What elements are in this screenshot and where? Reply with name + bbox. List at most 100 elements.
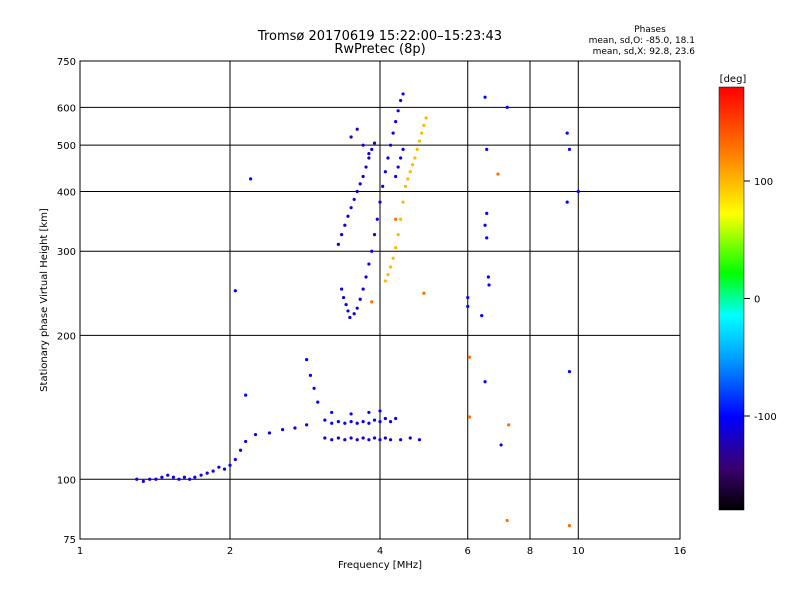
series-group: [233, 95, 580, 447]
data-point: [401, 92, 405, 96]
colorbar-tick-label: 100: [754, 177, 773, 188]
data-point: [358, 182, 362, 186]
data-point: [182, 475, 186, 479]
y-tick-label: 75: [63, 535, 76, 546]
data-point: [388, 438, 393, 442]
x-tick-label: 8: [527, 546, 533, 557]
data-point: [238, 448, 243, 452]
data-point: [166, 473, 170, 477]
data-point: [305, 423, 309, 427]
data-point: [330, 438, 334, 442]
data-point: [406, 177, 410, 181]
data-point: [343, 223, 347, 227]
data-point: [352, 197, 356, 202]
data-point: [394, 217, 398, 221]
x-tick-label: 10: [572, 546, 585, 557]
data-point: [344, 302, 348, 307]
data-point: [507, 423, 511, 427]
data-point: [336, 242, 340, 247]
data-point: [211, 469, 215, 473]
data-point: [249, 177, 253, 181]
data-point: [565, 200, 569, 204]
data-point: [485, 147, 489, 151]
data-point: [352, 312, 356, 316]
data-point: [483, 223, 487, 227]
data-point: [466, 304, 470, 308]
data-point: [383, 416, 387, 421]
data-point: [386, 156, 390, 160]
series-group: [135, 423, 309, 483]
data-point: [420, 131, 424, 135]
series-group: [336, 127, 377, 247]
data-point: [383, 279, 387, 283]
phases-x-stats: mean, sd,X: 92.8, 23.6: [593, 47, 696, 57]
data-point: [410, 163, 415, 167]
data-point: [372, 141, 377, 145]
data-point: [372, 436, 377, 440]
data-point: [424, 116, 428, 120]
data-point: [567, 147, 572, 151]
data-point: [355, 421, 359, 425]
data-point: [372, 418, 377, 422]
data-point: [141, 479, 145, 483]
data-point: [280, 428, 285, 432]
data-point: [487, 283, 491, 287]
x-tick-label: 1: [77, 546, 83, 557]
data-point: [358, 297, 362, 301]
data-point: [417, 139, 422, 143]
data-point: [217, 465, 221, 469]
data-point: [293, 426, 297, 430]
data-point: [483, 95, 487, 99]
data-point: [394, 246, 398, 250]
series-group: [383, 116, 428, 283]
x-tick-label: 2: [227, 546, 233, 557]
data-point: [394, 120, 398, 124]
data-point: [361, 143, 365, 147]
data-point: [485, 236, 489, 240]
data-point: [413, 156, 417, 160]
data-point: [305, 357, 309, 362]
data-point: [355, 438, 359, 442]
series-group: [370, 172, 572, 528]
y-tick-label: 500: [57, 141, 76, 152]
x-tick-label: 6: [465, 546, 471, 557]
colorbar-ticks: 100 0 -100: [744, 177, 777, 423]
data-point: [343, 438, 347, 442]
data-point: [205, 471, 209, 475]
data-point: [396, 232, 400, 237]
data-point: [154, 477, 158, 481]
x-axis: 1 2 4 6 8 10 16: [77, 546, 687, 557]
data-point: [312, 386, 316, 390]
data-point: [403, 184, 408, 188]
data-point: [466, 295, 470, 300]
data-point: [505, 518, 509, 523]
chart-title: Tromsø 20170619 15:22:00–15:23:43: [257, 29, 502, 44]
data-point: [323, 418, 327, 422]
data-point: [378, 409, 382, 413]
data-point: [355, 306, 359, 310]
data-point: [348, 315, 352, 320]
data-point: [467, 415, 472, 419]
data-point: [370, 147, 374, 151]
data-point: [378, 438, 382, 442]
data-point: [485, 211, 489, 215]
data-point: [355, 127, 359, 131]
data-point: [346, 309, 350, 313]
data-point: [565, 131, 569, 135]
data-point: [422, 291, 426, 295]
data-point: [349, 420, 353, 424]
data-point: [394, 174, 398, 179]
x-axis-label: Frequency [MHz]: [338, 560, 422, 571]
data-point: [316, 400, 320, 404]
data-point: [496, 172, 500, 176]
data-point: [391, 256, 395, 260]
y-tick-label: 750: [57, 57, 76, 68]
data-point: [193, 475, 197, 479]
y-tick-label: 600: [57, 103, 76, 114]
data-point: [349, 412, 353, 416]
data-point: [160, 475, 164, 479]
data-point: [396, 165, 400, 169]
data-point: [467, 355, 472, 359]
x-tick-label: 16: [674, 546, 687, 557]
data-point: [361, 436, 365, 440]
